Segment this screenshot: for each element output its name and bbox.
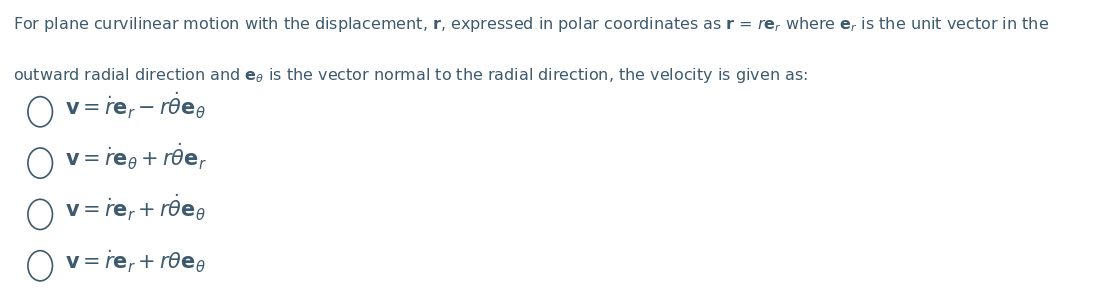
Text: $\mathbf{v} = \dot{r}\mathbf{e}_r + r\dot{\theta}\mathbf{e}_\theta$: $\mathbf{v} = \dot{r}\mathbf{e}_r + r\do…	[65, 193, 205, 223]
Text: $\mathbf{v} = \dot{r}\mathbf{e}_\theta + r\dot{\theta}\mathbf{e}_r$: $\mathbf{v} = \dot{r}\mathbf{e}_\theta +…	[65, 142, 206, 172]
Text: For plane curvilinear motion with the displacement, $\mathbf{r}$, expressed in p: For plane curvilinear motion with the di…	[13, 15, 1049, 34]
Text: $\mathbf{v} = \dot{r}\mathbf{e}_r - r\dot{\theta}\mathbf{e}_\theta$: $\mathbf{v} = \dot{r}\mathbf{e}_r - r\do…	[65, 90, 205, 121]
Text: $\mathbf{v} = \dot{r}\mathbf{e}_r + r\theta\mathbf{e}_\theta$: $\mathbf{v} = \dot{r}\mathbf{e}_r + r\th…	[65, 249, 205, 275]
Text: outward radial direction and $\mathbf{e}_\theta$ is the vector normal to the rad: outward radial direction and $\mathbf{e}…	[13, 66, 808, 85]
